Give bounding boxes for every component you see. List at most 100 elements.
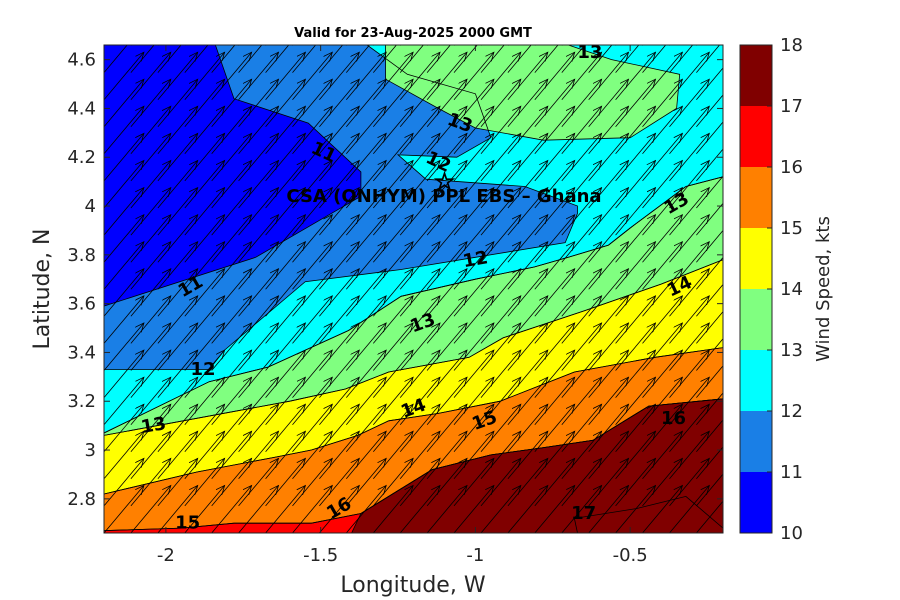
wind-arrow-311 — [534, 296, 575, 344]
wind-arrow-414 — [669, 79, 710, 127]
y-tick-label: 3.6 — [67, 294, 96, 315]
wind-arrow-324 — [561, 458, 602, 507]
wind-arrow-93 — [211, 45, 236, 73]
wind-arrow-296 — [507, 188, 548, 236]
wind-arrow-140 — [292, 296, 333, 344]
site-star-icon: ☆ — [434, 168, 456, 196]
wind-arrow-115 — [265, 458, 306, 507]
wind-arrow-218 — [399, 242, 440, 290]
wind-arrow-152 — [319, 486, 359, 533]
wind-arrow-235 — [426, 296, 467, 344]
wind-arrow-362 — [615, 458, 656, 507]
wind-arrow-319 — [534, 79, 575, 127]
wind-arrow-429 — [696, 202, 723, 236]
wind-arrow-200 — [372, 215, 413, 263]
contour-band-17 — [351, 398, 723, 533]
contour-line-10 — [104, 45, 362, 307]
wind-arrow-99 — [238, 377, 279, 425]
wind-arrow-25 — [130, 323, 171, 371]
wind-arrow-33 — [130, 106, 171, 155]
wind-arrow-434 — [696, 67, 723, 100]
y-tick-label: 4.2 — [67, 147, 96, 168]
wind-arrow-192 — [372, 431, 413, 480]
wind-arrow-220 — [399, 188, 440, 236]
wind-arrow-38 — [157, 486, 198, 533]
wind-arrow-283 — [480, 45, 505, 73]
wind-arrow-398 — [642, 45, 644, 46]
wind-arrow-174 — [345, 404, 386, 452]
wind-arrow-322 — [534, 45, 536, 46]
wind-arrow-6 — [104, 323, 144, 371]
wind-arrow-22 — [130, 404, 171, 452]
wind-arrow-335 — [561, 161, 602, 209]
wind-arrow-146 — [292, 133, 333, 182]
wind-arrow-1 — [104, 458, 144, 507]
wind-arrow-379 — [615, 45, 617, 46]
wind-arrow-287 — [507, 431, 548, 480]
wind-arrow-369 — [615, 269, 656, 317]
y-tick-label: 4.6 — [67, 50, 96, 71]
wind-arrow-286 — [507, 458, 548, 507]
wind-arrow-62 — [184, 350, 225, 398]
wind-arrow-79 — [211, 404, 252, 452]
wind-arrow-101 — [238, 323, 279, 371]
wind-arrow-326 — [561, 404, 602, 452]
wind-arrow-29 — [130, 215, 171, 263]
plot-area — [104, 45, 723, 533]
contour-line-17 — [351, 398, 723, 533]
wind-arrow-209 — [399, 486, 440, 533]
wind-arrow-241 — [426, 133, 467, 182]
x-tick-label: -2 — [157, 545, 175, 566]
wind-arrow-343 — [588, 458, 629, 507]
wind-arrow-318 — [534, 106, 575, 155]
wind-arrow-139 — [292, 323, 333, 371]
wind-arrow-342 — [588, 486, 629, 533]
wind-arrow-232 — [426, 377, 467, 425]
wind-arrow-124 — [265, 215, 306, 263]
wind-arrow-118 — [265, 377, 306, 425]
wind-arrow-54 — [157, 52, 198, 100]
wind-arrow-243 — [426, 79, 467, 127]
wind-arrow-94 — [211, 45, 213, 46]
wind-arrow-172 — [345, 458, 386, 507]
wind-arrow-430 — [696, 175, 723, 209]
wind-arrow-221 — [399, 161, 440, 209]
wind-arrow-74 — [184, 45, 209, 73]
wind-arrow-256 — [453, 242, 494, 290]
wind-arrow-114 — [265, 486, 306, 533]
colorbar-tick-label: 10 — [780, 523, 803, 544]
wind-arrow-156 — [319, 377, 359, 425]
wind-arrow-242 — [426, 106, 467, 155]
wind-arrow-336 — [561, 133, 602, 182]
contour-label-13: 15 — [175, 513, 200, 534]
wind-arrow-224 — [399, 79, 440, 127]
wind-arrow-332 — [561, 242, 602, 290]
wind-arrow-44 — [157, 323, 198, 371]
wind-arrow-348 — [588, 323, 629, 371]
wind-arrow-356 — [588, 106, 629, 155]
wind-arrow-206 — [372, 52, 413, 100]
wind-arrow-84 — [211, 269, 252, 317]
wind-arrow-269 — [480, 404, 521, 452]
wind-arrow-387 — [642, 296, 683, 344]
wind-arrow-0 — [104, 486, 144, 533]
wind-arrow-149 — [292, 52, 333, 100]
wind-arrow-199 — [372, 242, 413, 290]
wind-arrow-361 — [615, 486, 656, 533]
wind-arrow-293 — [507, 269, 548, 317]
wind-arrow-349 — [588, 296, 629, 344]
wind-arrow-274 — [480, 269, 521, 317]
wind-arrow-53 — [157, 79, 198, 127]
wind-arrow-424 — [696, 338, 723, 371]
wind-arrow-383 — [642, 404, 683, 452]
x-axis-label: Longitude, W — [340, 573, 485, 598]
wind-arrow-153 — [319, 458, 359, 507]
wind-arrow-109 — [238, 106, 279, 155]
x-tick-label: -1 — [466, 545, 484, 566]
contour-band-13 — [104, 176, 723, 436]
wind-arrow-364 — [615, 404, 656, 452]
wind-arrow-270 — [480, 377, 521, 425]
wind-arrow-148 — [292, 79, 333, 127]
wind-arrow-359 — [588, 45, 613, 73]
wind-arrow-258 — [453, 188, 494, 236]
